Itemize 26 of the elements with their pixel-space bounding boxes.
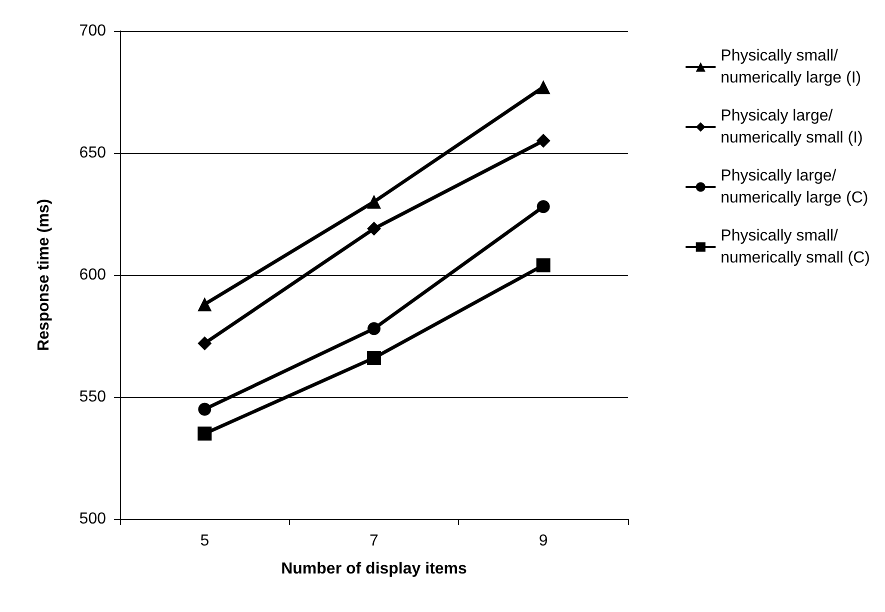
- point: [198, 426, 212, 441]
- legend-label: Physically large/ numerically large (C): [720, 168, 868, 206]
- y-tick-label: 700: [79, 22, 106, 40]
- y-tick-label: 600: [79, 266, 106, 284]
- point: [536, 200, 550, 214]
- point: [368, 322, 380, 336]
- y-tick-label: 500: [79, 510, 106, 528]
- y-axis-title: Response time (ms): [36, 198, 52, 352]
- y-tick-label: 550: [79, 388, 106, 406]
- point: [536, 258, 550, 272]
- y-tick-label: 650: [79, 144, 106, 162]
- legend-label: Physically small/ numerically small (C): [720, 228, 870, 266]
- point: [536, 80, 550, 94]
- point: [198, 336, 212, 350]
- legend-label: Physically small/ numerically large (I): [720, 48, 862, 86]
- point: [536, 134, 550, 148]
- point: [198, 297, 212, 312]
- x-tick-label: 7: [370, 532, 379, 550]
- x-axis-title: Number of display items: [281, 560, 468, 578]
- x-tick-label: 5: [200, 532, 210, 550]
- legend-label: Physicaly large/ numerically small (I): [720, 108, 863, 146]
- point: [367, 222, 381, 236]
- point: [367, 194, 381, 209]
- point: [367, 350, 381, 365]
- x-tick-label: 9: [538, 532, 548, 550]
- point: [198, 402, 212, 416]
